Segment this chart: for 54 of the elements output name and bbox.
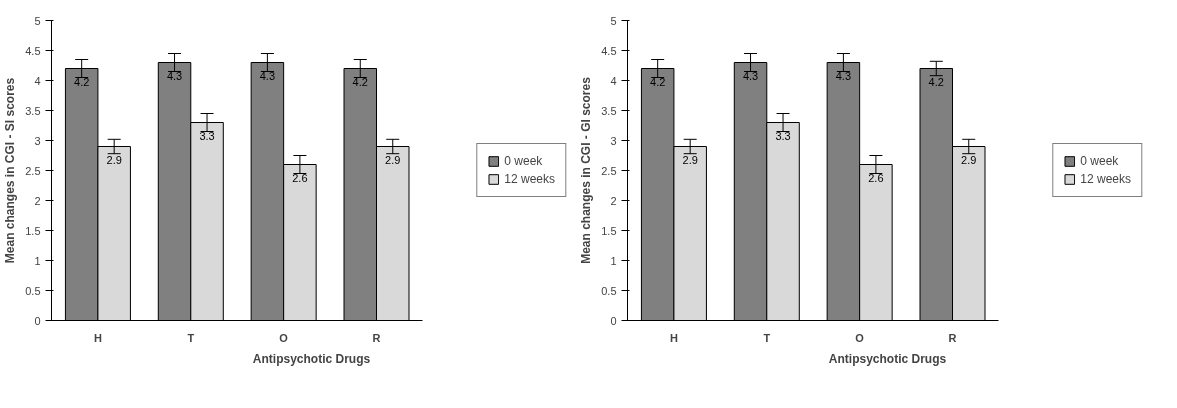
y-tick-label: 5 [34,14,41,27]
y-tick-label: 3 [610,134,617,147]
y-tick-label: 0 [34,314,41,327]
x-tick-label: T [187,331,195,344]
y-tick-label: 2.5 [601,164,617,177]
y-tick-label: 3.5 [601,104,617,117]
y-tick-label: 4.5 [601,44,617,57]
y-tick-label: 3 [34,134,41,147]
data-label: 4.2 [650,75,666,88]
data-label: 2.6 [292,171,308,184]
x-tick-label: R [948,331,957,344]
legend-label: 0 week [1080,154,1119,168]
y-tick-label: 4.5 [25,44,41,57]
y-tick-label: 1.5 [25,224,41,237]
y-tick-label: 2.5 [25,164,41,177]
y-tick-label: 1 [34,254,41,267]
y-axis-title: Mean changes in CGI - SI scores [3,77,18,264]
y-tick-label: 0.5 [25,284,41,297]
y-tick-label: 1 [610,254,617,267]
y-tick-label: 0 [610,314,617,327]
data-label: 2.9 [385,153,401,166]
y-tick-label: 5 [610,14,617,27]
x-tick-label: T [763,331,771,344]
legend-label: 0 week [504,154,543,168]
data-label: 4.2 [352,75,368,88]
x-axis-title: Antipsychotic Drugs [828,351,947,366]
y-axis-title: Mean changes in CGI - GI scores [579,76,594,264]
data-label: 2.9 [682,153,698,166]
data-label: 4.3 [742,69,759,82]
x-axis-title: Antipsychotic Drugs [252,351,371,366]
y-tick-label: 1.5 [601,224,617,237]
data-label: 2.6 [868,171,884,184]
data-label: 4.3 [259,69,276,82]
data-label: 2.9 [106,153,122,166]
data-label: 2.9 [961,153,977,166]
x-tick-label: O [855,331,865,344]
x-tick-label: H [93,331,102,344]
x-tick-label: H [669,331,678,344]
y-tick-label: 2 [610,194,617,207]
data-label: 3.3 [775,129,791,142]
y-tick-label: 0.5 [601,284,617,297]
y-tick-label: 3.5 [25,104,41,117]
legend-label: 12 weeks [504,172,555,186]
data-label: 4.2 [74,75,90,88]
y-tick-label: 2 [34,194,41,207]
data-label: 4.2 [928,75,944,88]
x-tick-label: R [372,331,381,344]
legend-label: 12 weeks [1080,172,1131,186]
data-label: 3.3 [199,129,215,142]
data-label: 4.3 [835,69,852,82]
data-label: 4.3 [166,69,183,82]
x-tick-label: O [279,331,289,344]
y-tick-label: 4 [610,74,617,87]
y-tick-label: 4 [34,74,41,87]
